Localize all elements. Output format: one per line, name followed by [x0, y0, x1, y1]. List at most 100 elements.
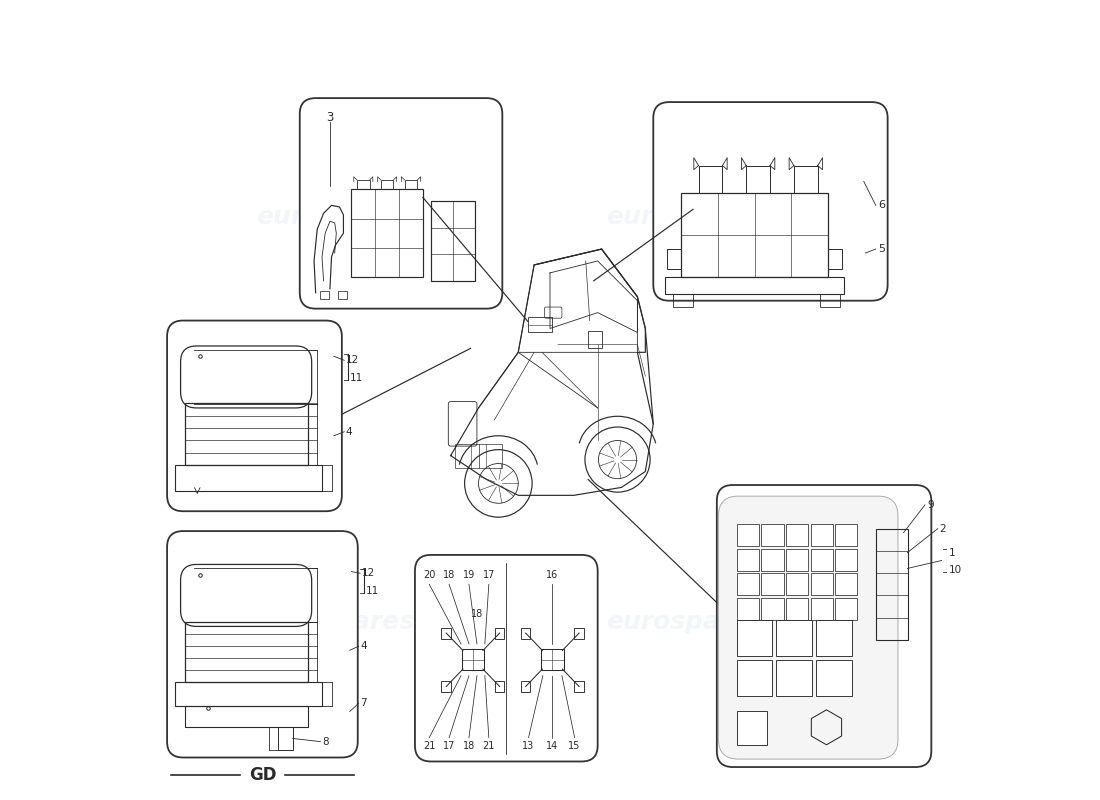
Bar — [777, 660, 812, 695]
Bar — [574, 627, 584, 638]
Text: 21: 21 — [424, 741, 436, 750]
Bar — [574, 681, 584, 692]
Bar — [816, 660, 851, 695]
Bar — [811, 549, 833, 571]
FancyBboxPatch shape — [167, 321, 342, 511]
Bar — [462, 650, 484, 670]
Text: 20: 20 — [424, 570, 436, 580]
Bar — [441, 627, 451, 638]
Text: eurospares: eurospares — [256, 206, 415, 230]
Text: 11: 11 — [365, 586, 378, 596]
Bar — [761, 598, 783, 620]
Bar — [794, 166, 817, 194]
Text: 14: 14 — [547, 741, 559, 750]
Bar — [811, 524, 833, 546]
Text: 9: 9 — [927, 500, 934, 510]
Bar — [681, 194, 828, 277]
Bar — [175, 465, 322, 491]
Bar — [737, 573, 759, 595]
Text: 1: 1 — [949, 547, 956, 558]
Bar — [761, 549, 783, 571]
Bar — [761, 573, 783, 595]
Bar — [358, 180, 370, 190]
Text: 6: 6 — [878, 200, 886, 210]
FancyBboxPatch shape — [415, 555, 597, 762]
Bar — [777, 620, 812, 656]
Text: 10: 10 — [949, 565, 961, 575]
Bar — [737, 620, 772, 656]
Text: 17: 17 — [443, 741, 455, 750]
Text: 17: 17 — [483, 570, 495, 580]
Bar — [811, 573, 833, 595]
Bar — [528, 317, 551, 333]
Bar — [495, 627, 505, 638]
Bar — [185, 706, 308, 727]
Text: 18: 18 — [463, 741, 475, 750]
Bar — [785, 573, 808, 595]
Bar — [816, 620, 851, 656]
Text: eurospares: eurospares — [256, 610, 415, 634]
Bar — [835, 549, 858, 571]
Text: 12: 12 — [345, 355, 359, 366]
FancyBboxPatch shape — [300, 98, 503, 309]
Text: 8: 8 — [322, 737, 329, 746]
Text: eurospares: eurospares — [606, 206, 764, 230]
Bar — [876, 529, 907, 640]
Bar — [278, 727, 293, 750]
Text: 4: 4 — [345, 426, 352, 437]
Bar — [521, 627, 530, 638]
Text: 19: 19 — [463, 570, 475, 580]
Text: 4: 4 — [360, 642, 366, 651]
Text: 3: 3 — [327, 111, 333, 125]
Bar — [835, 598, 858, 620]
Bar — [785, 524, 808, 546]
Bar — [320, 291, 329, 299]
FancyBboxPatch shape — [718, 496, 898, 759]
Bar — [828, 249, 843, 269]
Text: 15: 15 — [569, 741, 581, 750]
Text: 7: 7 — [360, 698, 366, 709]
Bar — [541, 650, 563, 670]
Text: 18: 18 — [443, 570, 455, 580]
Text: 12: 12 — [362, 568, 375, 578]
Bar — [666, 277, 844, 294]
Bar — [175, 682, 322, 706]
Bar — [761, 524, 783, 546]
Bar — [835, 573, 858, 595]
Bar — [785, 598, 808, 620]
Bar — [821, 294, 840, 307]
FancyBboxPatch shape — [653, 102, 888, 301]
Bar — [737, 524, 759, 546]
Bar — [673, 294, 693, 307]
Bar — [185, 403, 308, 465]
Bar — [835, 524, 858, 546]
Bar — [338, 291, 348, 299]
Bar — [454, 444, 503, 467]
Text: 18: 18 — [471, 609, 483, 618]
Bar — [431, 202, 474, 281]
Text: 2: 2 — [939, 524, 946, 534]
Text: eurospares: eurospares — [606, 610, 764, 634]
Bar — [737, 711, 767, 745]
Bar — [405, 180, 417, 190]
Bar — [351, 190, 422, 277]
Bar — [441, 681, 451, 692]
Text: 11: 11 — [350, 373, 363, 382]
Text: 13: 13 — [522, 741, 535, 750]
Bar — [737, 598, 759, 620]
Bar — [521, 681, 530, 692]
Bar — [381, 180, 394, 190]
Bar — [737, 660, 772, 695]
Bar — [746, 166, 770, 194]
FancyBboxPatch shape — [167, 531, 358, 758]
FancyBboxPatch shape — [717, 485, 932, 767]
Bar — [785, 549, 808, 571]
Bar — [667, 249, 681, 269]
Bar — [737, 549, 759, 571]
Bar — [811, 598, 833, 620]
Bar — [185, 622, 308, 682]
Text: 16: 16 — [547, 570, 559, 580]
Text: 21: 21 — [483, 741, 495, 750]
Bar — [588, 331, 603, 348]
Text: GD: GD — [249, 766, 276, 784]
